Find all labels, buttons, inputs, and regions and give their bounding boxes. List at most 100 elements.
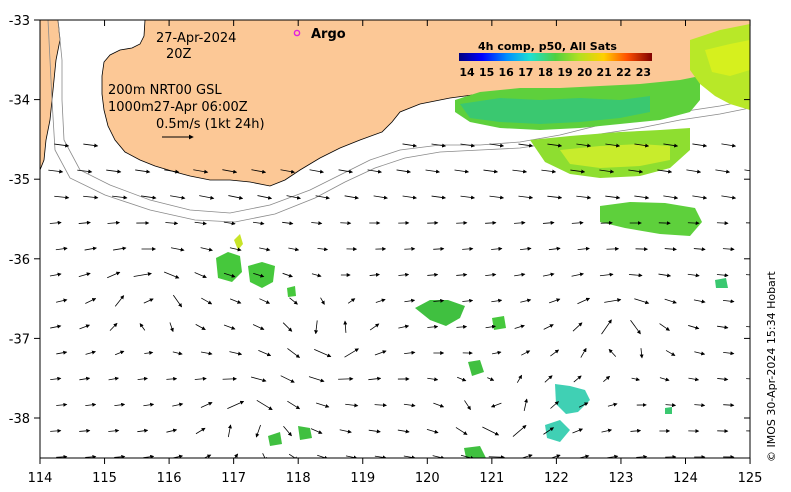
current-arrow	[253, 272, 265, 278]
west-coast-land	[40, 20, 61, 171]
current-arrow	[523, 398, 528, 411]
current-arrow	[577, 246, 590, 251]
current-arrow	[252, 324, 265, 330]
current-arrow	[137, 428, 149, 433]
current-arrow	[721, 143, 737, 148]
current-arrow	[576, 143, 592, 148]
current-arrow	[199, 195, 215, 200]
current-arrow	[427, 272, 439, 277]
current-arrow	[314, 349, 332, 358]
current-arrow	[194, 376, 207, 381]
y-axis: -33 -34 -35 -36 -37 -38	[9, 14, 750, 427]
current-arrow	[308, 376, 325, 383]
current-arrow	[165, 221, 179, 226]
current-arrow	[549, 298, 561, 304]
current-arrow	[49, 220, 62, 225]
y-tick-label: -35	[9, 173, 30, 188]
current-arrow	[314, 320, 319, 335]
current-arrow	[288, 247, 300, 252]
colorbar-tick-label: 16	[499, 66, 515, 79]
current-arrow	[664, 247, 677, 252]
colorbar-tick-label: 18	[538, 66, 553, 79]
current-arrow	[460, 143, 476, 148]
current-arrow	[636, 454, 648, 458]
current-arrow	[455, 427, 468, 435]
current-arrow	[398, 272, 410, 277]
current-arrow	[692, 195, 708, 200]
current-arrow	[317, 247, 329, 252]
current-arrow	[580, 347, 587, 358]
current-arrow	[112, 195, 128, 200]
colorbar-tick-label: 19	[557, 66, 572, 79]
current-arrow	[339, 429, 352, 434]
current-arrow	[317, 454, 329, 458]
current-arrow	[605, 195, 621, 200]
current-arrow	[311, 221, 323, 226]
current-arrow	[195, 324, 206, 330]
current-arrow	[50, 324, 62, 329]
current-arrow	[547, 195, 563, 200]
current-arrow	[374, 350, 387, 356]
current-arrow	[106, 169, 122, 174]
x-tick-label: 125	[738, 471, 763, 486]
current-arrow	[114, 402, 126, 407]
sst-patches	[216, 24, 750, 458]
current-arrow	[750, 196, 764, 198]
colorbar-tick-label: 21	[597, 66, 612, 79]
info-time: 20Z	[166, 47, 192, 62]
current-arrow	[287, 400, 301, 410]
current-arrow	[54, 195, 70, 200]
current-arrow	[344, 195, 359, 200]
current-arrow	[550, 454, 561, 458]
current-arrow	[658, 273, 672, 278]
y-tick-label: -37	[9, 332, 30, 347]
current-arrow	[222, 169, 238, 174]
current-arrow	[518, 143, 534, 148]
current-arrow	[744, 169, 750, 172]
current-arrow	[375, 298, 386, 303]
current-arrow	[283, 425, 292, 437]
current-arrow	[85, 298, 97, 304]
contour-1000m	[47, 20, 750, 223]
current-vectors	[48, 143, 764, 458]
current-arrow	[50, 428, 62, 433]
current-arrow	[316, 402, 330, 408]
current-arrow	[686, 169, 702, 174]
current-arrow	[628, 169, 644, 174]
current-arrow	[433, 402, 445, 408]
current-arrow	[139, 323, 146, 331]
current-arrow	[172, 294, 183, 308]
current-arrow	[255, 424, 261, 438]
current-arrow	[282, 221, 294, 226]
current-arrow	[280, 169, 296, 174]
current-arrow	[55, 246, 68, 251]
current-arrow	[576, 195, 592, 200]
current-arrow	[164, 169, 180, 174]
current-arrow	[454, 169, 470, 174]
x-tick-label: 120	[415, 471, 440, 486]
current-arrow	[688, 325, 700, 330]
current-arrow	[56, 350, 68, 355]
x-tick-label: 119	[350, 471, 375, 486]
current-arrow	[547, 143, 563, 148]
current-arrow	[251, 169, 267, 174]
current-arrow	[229, 247, 242, 252]
current-arrow	[228, 195, 244, 200]
current-arrow	[518, 195, 534, 200]
colorbar	[459, 53, 652, 61]
current-arrow	[79, 324, 91, 330]
current-arrow	[456, 220, 468, 225]
current-arrow	[716, 273, 729, 278]
info-line1: 200m NRT00 GSL	[108, 83, 222, 98]
current-arrow	[369, 323, 380, 331]
x-axis: 114 115 116 117 118 119 120 121 122 123 124 125	[28, 20, 763, 486]
current-arrow	[628, 273, 643, 278]
x-tick-label: 124	[673, 471, 698, 486]
current-arrow	[320, 297, 325, 305]
current-arrow	[373, 195, 388, 200]
current-arrow	[456, 272, 468, 277]
current-arrow	[201, 297, 213, 305]
current-arrow	[607, 454, 619, 458]
current-arrow	[402, 143, 418, 148]
current-arrow	[750, 144, 764, 146]
